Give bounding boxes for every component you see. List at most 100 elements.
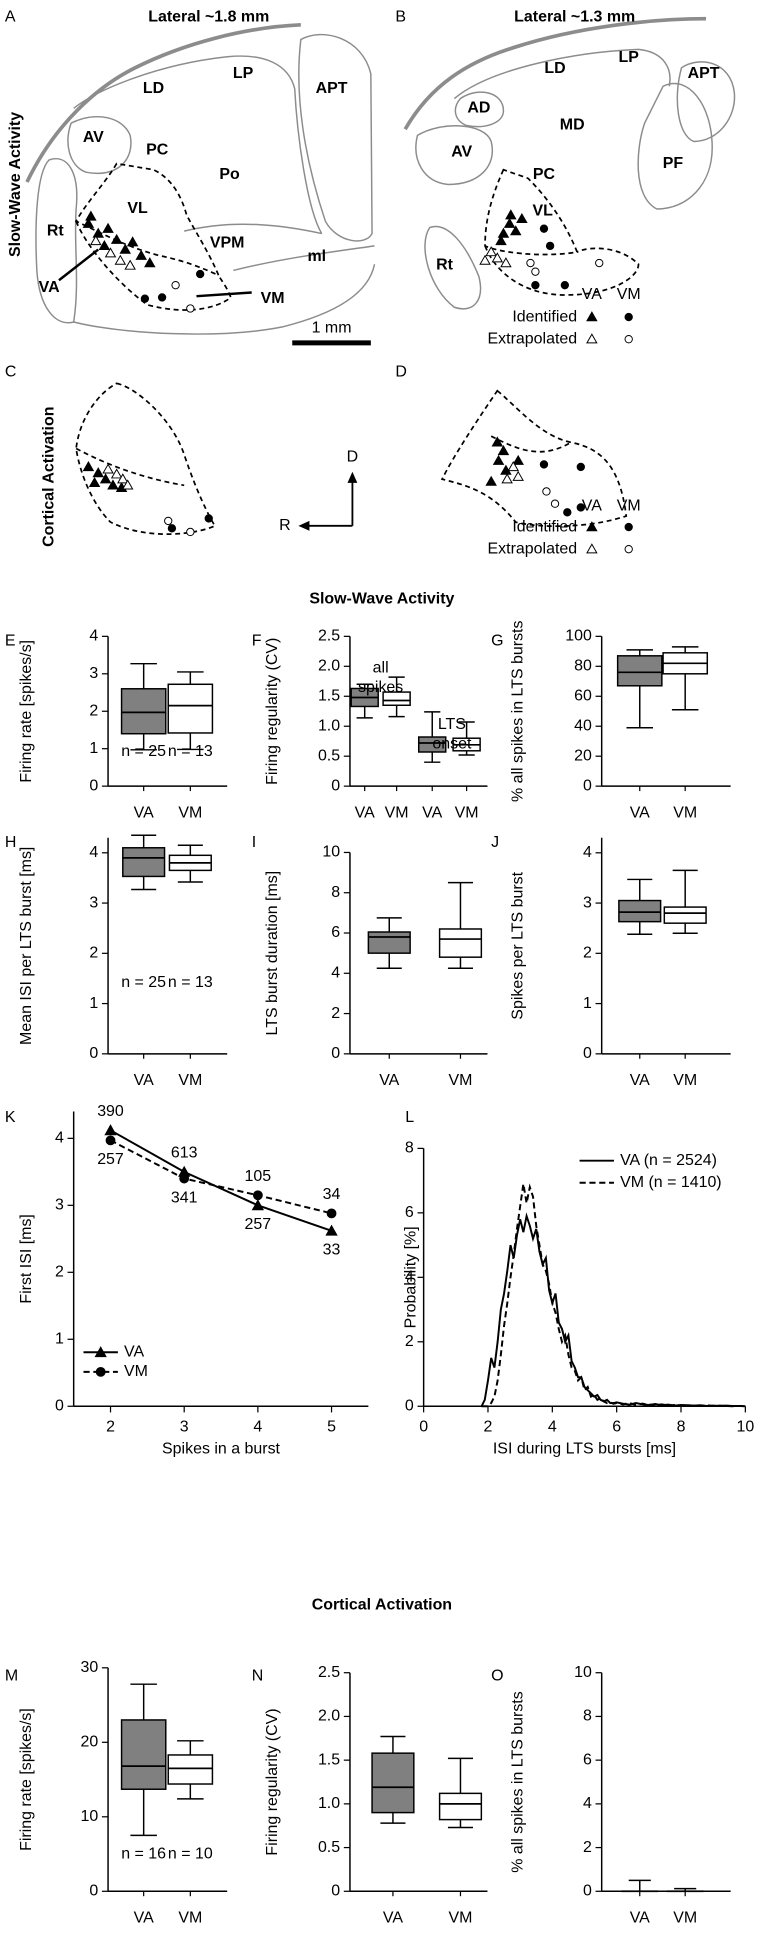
data-label: 257 bbox=[245, 1216, 272, 1233]
y-tick-label: 4 bbox=[583, 1795, 592, 1812]
x-tick-label: VM bbox=[385, 804, 409, 821]
y-tick-label: 0.5 bbox=[318, 1839, 340, 1856]
label: Identified bbox=[512, 308, 577, 325]
unit-marker bbox=[167, 524, 177, 533]
y-tick-label: 2.0 bbox=[318, 1708, 340, 1725]
label: VL bbox=[533, 203, 554, 220]
x-tick-label: 2 bbox=[106, 1418, 115, 1435]
label: VM bbox=[617, 497, 641, 514]
label: LD bbox=[544, 60, 565, 77]
y-tick-label: 4 bbox=[331, 965, 340, 982]
unit-marker bbox=[90, 235, 102, 246]
unit-marker bbox=[526, 258, 535, 268]
series-line bbox=[480, 1212, 746, 1408]
unit-marker bbox=[186, 304, 195, 313]
y-axis-label: Mean ISI per LTS burst [ms] bbox=[18, 847, 35, 1045]
box bbox=[663, 906, 707, 924]
y-axis-label: Spikes per LTS burst bbox=[509, 871, 526, 1019]
panel-letter: I bbox=[252, 834, 256, 851]
x-tick-label: VM bbox=[455, 804, 479, 821]
cortex-outline bbox=[25, 22, 301, 183]
y-tick-label: 3 bbox=[89, 894, 98, 911]
y-tick-label: 2.5 bbox=[318, 1664, 340, 1681]
label: PC bbox=[146, 141, 169, 158]
data-label: 257 bbox=[97, 1151, 124, 1168]
unit-marker bbox=[512, 470, 524, 481]
annotation: n = 13 bbox=[168, 974, 213, 991]
unit-marker bbox=[110, 233, 123, 244]
y-tick-label: 3 bbox=[55, 1197, 64, 1214]
panel-letter: G bbox=[491, 632, 503, 649]
y-tick-label: 2 bbox=[405, 1333, 414, 1350]
label: Rt bbox=[47, 222, 65, 239]
unit-marker bbox=[104, 247, 117, 258]
x-tick-label: VA bbox=[383, 1910, 403, 1927]
x-tick-label: VA bbox=[630, 1072, 650, 1089]
y-tick-label: 8 bbox=[405, 1140, 414, 1157]
x-tick-label: 10 bbox=[736, 1418, 754, 1435]
x-tick-label: VA bbox=[355, 804, 375, 821]
label: VA bbox=[582, 286, 602, 303]
unit-marker bbox=[195, 269, 205, 279]
label: VPM bbox=[210, 235, 245, 252]
unit-marker bbox=[92, 467, 104, 478]
box bbox=[167, 683, 214, 734]
label: C bbox=[5, 364, 17, 381]
unit-marker bbox=[500, 257, 512, 268]
unit-marker bbox=[512, 454, 524, 465]
unit-marker bbox=[586, 333, 598, 344]
x-tick-label: VM bbox=[449, 1910, 473, 1927]
y-tick-label: 10 bbox=[322, 844, 340, 861]
label: Extrapolated bbox=[488, 330, 578, 347]
group-label: onset bbox=[432, 736, 472, 753]
unit-marker bbox=[550, 499, 560, 508]
x-tick-label: 4 bbox=[253, 1418, 262, 1435]
legend-label: VM (n = 1410) bbox=[620, 1174, 722, 1191]
pointer-line bbox=[196, 291, 252, 298]
y-tick-label: 8 bbox=[583, 1708, 592, 1725]
box bbox=[122, 847, 166, 878]
unit-marker bbox=[586, 543, 598, 554]
region-outline bbox=[73, 55, 323, 234]
unit-marker bbox=[505, 209, 517, 220]
group-label: spikes bbox=[358, 679, 403, 696]
x-axis-label: Spikes in a burst bbox=[162, 1440, 281, 1457]
panel-letter: F bbox=[252, 632, 262, 649]
y-axis-label: Firing regularity (CV) bbox=[264, 1708, 281, 1855]
unit-marker bbox=[126, 236, 139, 247]
unit-marker bbox=[102, 222, 114, 233]
label: MD bbox=[560, 117, 585, 134]
y-tick-label: 40 bbox=[574, 717, 592, 734]
label: Cortical Activation bbox=[312, 1596, 452, 1613]
panel-letter: L bbox=[405, 1109, 414, 1126]
y-tick-label: 3 bbox=[583, 894, 592, 911]
y-axis-label: % all spikes in LTS bursts bbox=[509, 1691, 526, 1872]
x-axis-label: ISI during LTS bursts [ms] bbox=[493, 1440, 676, 1457]
x-tick-label: VM bbox=[449, 1072, 473, 1089]
label: Lateral ~1.8 mm bbox=[148, 9, 269, 26]
label: PC bbox=[533, 166, 556, 183]
y-tick-label: 1.5 bbox=[318, 687, 340, 704]
y-tick-label: 1 bbox=[89, 740, 98, 757]
box bbox=[616, 655, 663, 687]
panel-letter: O bbox=[491, 1668, 503, 1685]
label: Extrapolated bbox=[488, 540, 578, 557]
y-tick-label: 4 bbox=[89, 844, 98, 861]
box bbox=[167, 1754, 214, 1785]
panel-letter: J bbox=[491, 834, 499, 851]
y-tick-label: 3 bbox=[89, 665, 98, 682]
label: A bbox=[5, 9, 16, 26]
y-axis-label: % all spikes in LTS bursts bbox=[509, 621, 526, 802]
annotation: n = 13 bbox=[168, 743, 213, 760]
label: Identified bbox=[512, 518, 577, 535]
unit-marker bbox=[121, 479, 134, 490]
x-tick-label: 5 bbox=[327, 1418, 336, 1435]
unit-marker bbox=[539, 224, 549, 233]
label: APT bbox=[688, 65, 720, 82]
unit-marker bbox=[82, 217, 95, 228]
y-tick-label: 2.5 bbox=[318, 628, 340, 645]
compass bbox=[298, 471, 358, 531]
label: VM bbox=[261, 290, 285, 307]
series-line bbox=[110, 1129, 332, 1232]
x-tick-label: VM bbox=[673, 1910, 697, 1927]
